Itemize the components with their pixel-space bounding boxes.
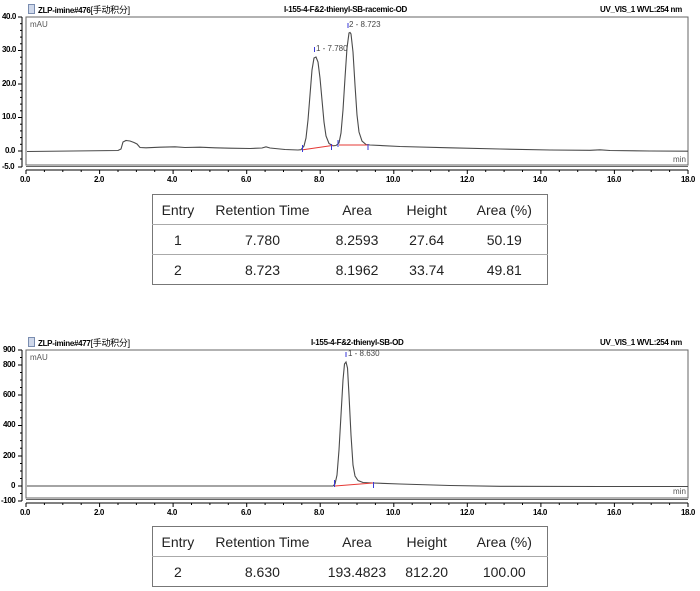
x-unit-label: min [673, 487, 686, 496]
results-table-bottom: Entry Retention Time Area Height Area (%… [152, 526, 548, 587]
table-row: 2 8.723 8.1962 33.74 49.81 [152, 254, 548, 285]
chart-header-method: I-155-4-F&2-thienyl-SB-racemic-OD [284, 5, 408, 14]
peak-label: 1 - 7.780 [316, 44, 348, 53]
x-unit-label: min [673, 155, 686, 164]
chromatogram-top: ZLP-imine#476[手动积分] I-155-4-F&2-thienyl-… [0, 0, 700, 190]
chart-header-sample: ZLP-imine#477[手动积分] [28, 336, 130, 349]
chart-plot-bottom [18, 349, 689, 507]
table-header-row: Entry Retention Time Area Height Area (%… [152, 526, 548, 557]
chromatogram-bottom: ZLP-imine#477[手动积分] I-155-4-F&2-thienyl-… [0, 330, 700, 525]
document-icon [28, 337, 35, 347]
chromatogram-trace [27, 360, 688, 488]
chromatogram-trace [26, 31, 689, 153]
table-row: 2 8.630 193.4823 812.20 100.00 [152, 556, 548, 587]
chart-header-sample: ZLP-imine#476[手动积分] [28, 3, 130, 16]
peak-label: 1 - 8.630 [348, 349, 380, 358]
table-header-row: Entry Retention Time Area Height Area (%… [152, 194, 548, 225]
chart-header-channel: UV_VIS_1 WVL:254 nm [600, 5, 682, 14]
chart-plot-top [18, 16, 689, 174]
peak-label: 2 - 8.723 [349, 20, 381, 29]
y-unit-label: mAU [30, 20, 48, 29]
table-row: 1 7.780 8.2593 27.64 50.19 [152, 224, 548, 255]
y-unit-label: mAU [30, 353, 48, 362]
document-icon [28, 4, 35, 14]
chart-header-method: I-155-4-F&2-thienyl-SB-OD [311, 338, 404, 347]
results-table-top: Entry Retention Time Area Height Area (%… [152, 194, 548, 285]
chart-header-channel: UV_VIS_1 WVL:254 nm [600, 338, 682, 347]
